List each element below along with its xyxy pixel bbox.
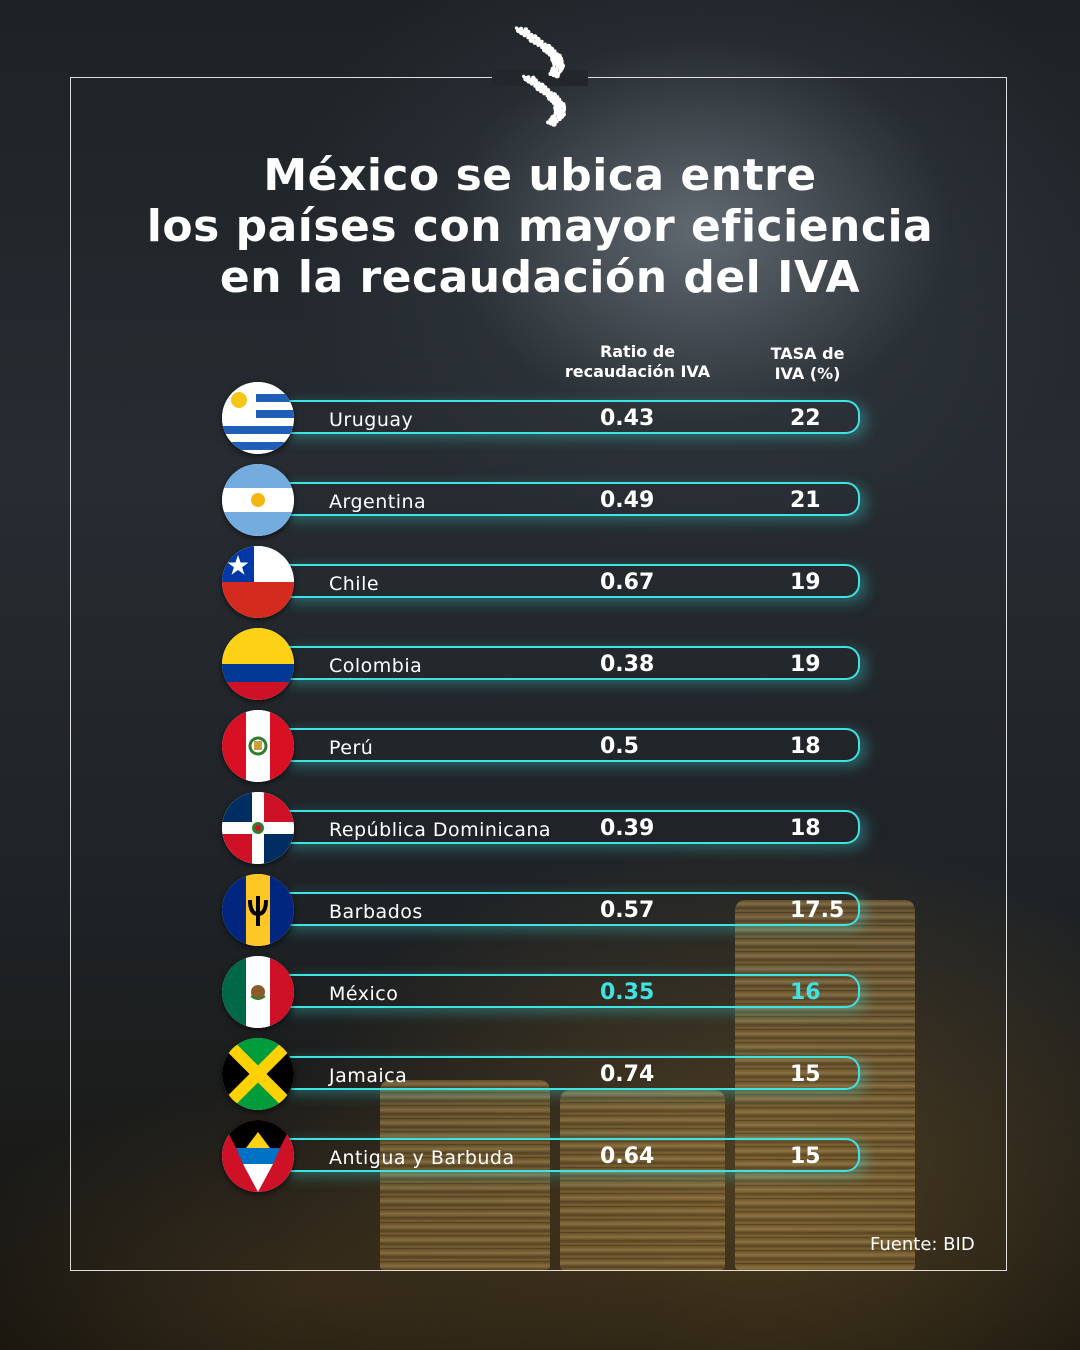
page-title: México se ubica entre los países con may… [90,150,990,303]
ratio-header-line-2: recaudación IVA [564,362,711,381]
ratio-value: 0.74 [600,1062,655,1087]
colombia-flag-icon [222,628,294,700]
rate-header-line-2: IVA (%) [774,364,841,383]
country-name: Uruguay [329,409,414,431]
rate-value: 22 [790,406,821,431]
row-highlight-bar [282,482,860,516]
rate-value: 17.5 [790,898,845,923]
uruguay-flag-icon [222,382,294,454]
row-highlight-bar [282,974,860,1008]
ratio-header-line-1: Ratio de [599,342,676,361]
ratio-value: 0.57 [600,898,655,923]
country-name: Perú [329,737,374,759]
table-row: Antigua y Barbuda 0.64 15 [222,1120,872,1192]
mexico-flag-icon [222,956,294,1028]
barbados-flag-icon [222,874,294,946]
row-highlight-bar [282,1056,860,1090]
brand-logo-icon [514,26,567,127]
country-name: República Dominicana [329,819,552,841]
ratio-value: 0.67 [600,570,655,595]
table-row: Uruguay 0.43 22 [222,382,872,454]
rate-value: 19 [790,570,821,595]
table-row: Perú 0.5 18 [222,710,872,782]
row-highlight-bar [282,564,860,598]
country-name: Chile [329,573,380,595]
chile-flag-icon [222,546,294,618]
country-name: Colombia [329,655,423,677]
peru-flag-icon [222,710,294,782]
rate-value: 16 [790,980,821,1005]
country-name: Antigua y Barbuda [329,1147,515,1169]
table-row: Barbados 0.57 17.5 [222,874,872,946]
ratio-column-header: Ratio de recaudación IVA [560,342,715,382]
title-line-3: en la recaudación del IVA [219,252,861,303]
ratio-value: 0.35 [600,980,655,1005]
argentina-flag-icon [222,464,294,536]
rate-value: 15 [790,1062,821,1087]
dominican-republic-flag-icon [222,792,294,864]
table-row: Argentina 0.49 21 [222,464,872,536]
ratio-value: 0.43 [600,406,655,431]
ratio-value: 0.5 [600,734,639,759]
row-highlight-bar [282,892,860,926]
ratio-value: 0.38 [600,652,655,677]
source-note: Fuente: BID [870,1234,975,1255]
row-highlight-bar [282,1138,860,1172]
title-line-2: los países con mayor eficiencia [146,201,934,252]
table-row: Jamaica 0.74 15 [222,1038,872,1110]
table-row: México 0.35 16 [222,956,872,1028]
table-row: Chile 0.67 19 [222,546,872,618]
rate-value: 21 [790,488,821,513]
row-highlight-bar [282,400,860,434]
ratio-value: 0.49 [600,488,655,513]
ratio-value: 0.39 [600,816,655,841]
rate-header-line-1: TASA de [770,344,845,363]
country-name: Jamaica [329,1065,408,1087]
rate-value: 15 [790,1144,821,1169]
country-name: Argentina [329,491,427,513]
jamaica-flag-icon [222,1038,294,1110]
row-highlight-bar [282,728,860,762]
rate-value: 19 [790,652,821,677]
country-name: Barbados [329,901,423,923]
rate-value: 18 [790,734,821,759]
rate-column-header: TASA de IVA (%) [750,344,865,384]
rate-value: 18 [790,816,821,841]
ratio-value: 0.64 [600,1144,655,1169]
table-row: República Dominicana 0.39 18 [222,792,872,864]
row-highlight-bar [282,810,860,844]
title-line-1: México se ubica entre [263,150,817,201]
country-name: México [329,983,399,1005]
row-highlight-bar [282,646,860,680]
antigua-and-barbuda-flag-icon [222,1120,294,1192]
table-row: Colombia 0.38 19 [222,628,872,700]
